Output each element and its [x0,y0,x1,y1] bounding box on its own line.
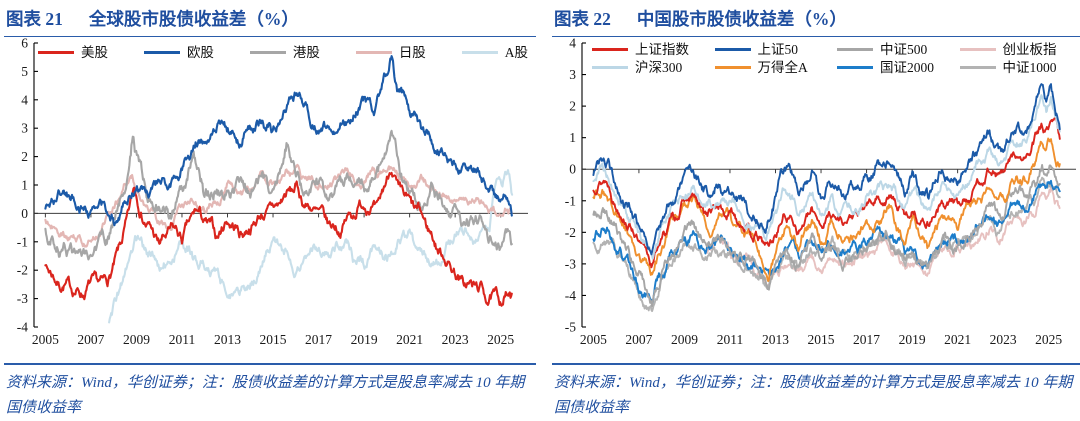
y-tick-label: -1 [565,193,576,208]
x-tick-label: 2015 [260,332,287,347]
figure-title-text: 全球股市股债收益差（%） [89,6,299,31]
y-tick-label: 1 [21,178,28,193]
y-tick-label: 3 [21,121,28,136]
x-tick-label: 2025 [1035,332,1062,347]
figure-number: 图表 22 [554,6,611,31]
x-tick-label: 2019 [899,332,926,347]
y-tick-label: 0 [569,162,576,177]
y-tick-label: 0 [21,206,28,221]
x-tick-label: 2013 [762,332,789,347]
y-tick-label: -4 [565,288,576,303]
y-tick-label: 3 [569,67,576,82]
china-ebyg-chart: 4 3 2 1 0 -1 -2 -3 -4 -5 2005 2007 2009 2011 2013 2015 2… [552,37,1080,363]
y-tick-label: -1 [17,234,28,249]
x-tick-label: 2017 [853,332,880,347]
x-tick-label: 2017 [305,332,332,347]
figure-21-panel: 图表 21 全球股市股债收益差（%） 6 5 4 3 2 1 0 -1 -2 -3 -4 2005 20… [4,2,536,421]
series-line-美股 [45,173,511,306]
y-tick-label: 6 [21,37,28,51]
y-tick-label: -2 [17,263,28,278]
x-tick-label: 2019 [351,332,378,347]
x-tick-label: 2021 [396,332,423,347]
figure-22-panel: 图表 22 中国股市股债收益差（%） 4 3 2 1 0 -1 -2 -3 -4 -5 2005 20… [552,2,1080,421]
x-tick-label: 2023 [990,332,1017,347]
x-tick-label: 2005 [32,332,59,347]
x-tick-label: 2005 [580,332,607,347]
x-tick-label: 2021 [944,332,971,347]
chart-canvas: 4 3 2 1 0 -1 -2 -3 -4 -5 2005 2007 2009 2011 2013 2015 2… [552,37,1080,363]
x-tick-label: 2007 [77,332,104,347]
global-ebyg-chart: 6 5 4 3 2 1 0 -1 -2 -3 -4 2005 2007 2009 2011 2013 2015 2… [4,37,536,363]
x-tick-label: 2007 [625,332,652,347]
y-tick-label: 4 [21,92,28,107]
source-note: 资料来源：Wind，华创证券；注：股债收益差的计算方式是股息率减去 10 年期国… [4,365,536,421]
y-tick-label: -3 [565,256,576,271]
y-tick-label: 5 [21,64,28,79]
x-tick-label: 2011 [717,332,744,347]
figure-title-text: 中国股市股债收益差（%） [637,6,847,31]
y-tick-label: -5 [565,320,576,335]
chart-canvas: 6 5 4 3 2 1 0 -1 -2 -3 -4 2005 2007 2009 2011 2013 2015 2… [4,37,536,363]
y-tick-label: 4 [569,37,576,51]
x-tick-label: 2015 [808,332,835,347]
x-tick-label: 2009 [123,332,150,347]
y-tick-label: -3 [17,291,28,306]
y-tick-label: -2 [565,225,576,240]
x-tick-label: 2023 [442,332,469,347]
x-tick-label: 2009 [671,332,698,347]
figure-number: 图表 21 [6,6,63,31]
y-tick-label: -4 [17,320,28,335]
figure-title: 图表 21 全球股市股债收益差（%） [4,2,536,36]
x-tick-label: 2013 [214,332,241,347]
y-tick-label: 1 [569,130,576,145]
source-note: 资料来源：Wind，华创证券；注：股债收益差的计算方式是股息率减去 10 年期国… [552,365,1080,421]
y-tick-label: 2 [21,149,28,164]
y-tick-label: 2 [569,99,576,114]
x-tick-label: 2011 [169,332,196,347]
figure-title: 图表 22 中国股市股债收益差（%） [552,2,1080,36]
x-tick-label: 2025 [487,332,514,347]
